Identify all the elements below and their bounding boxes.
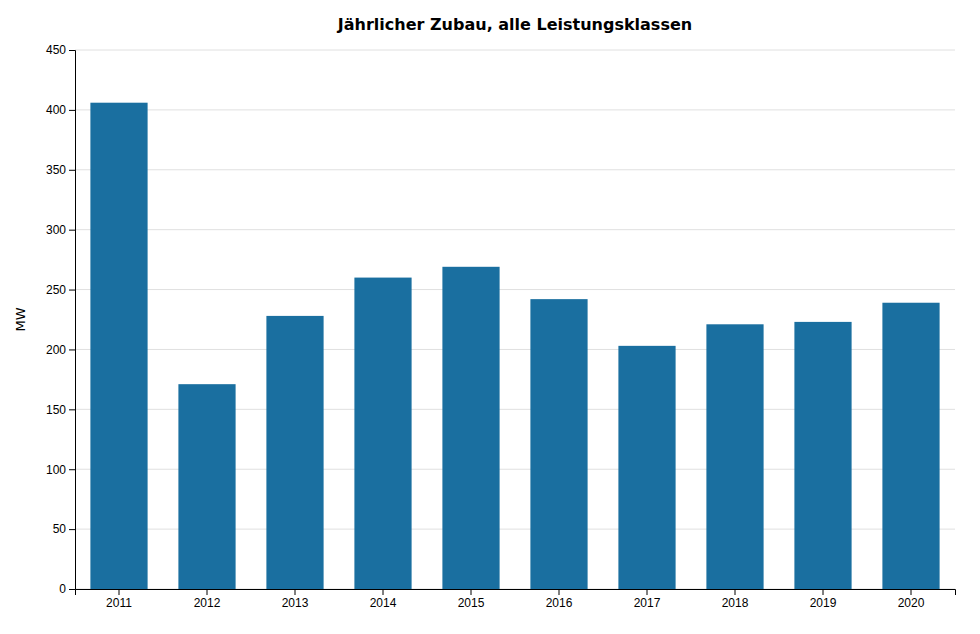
bar — [706, 324, 763, 589]
y-tick: 50 — [53, 522, 75, 536]
grid-line — [75, 169, 955, 170]
y-tick-mark — [69, 290, 75, 291]
x-tick: 2011 — [106, 589, 132, 610]
y-axis-line — [69, 51, 76, 590]
y-tick: 100 — [46, 463, 75, 477]
plot-area — [90, 103, 939, 589]
x-tick-mark — [735, 589, 736, 595]
x-tick: 2015 — [458, 589, 485, 610]
y-tick: 250 — [46, 283, 75, 297]
x-tick-mark — [471, 589, 472, 595]
chart: 2011 2012 2013 2014 2015 2016 2017 2018 2019 2020… — [0, 0, 980, 634]
x-axis-line — [76, 590, 956, 596]
x-tick: 2020 — [898, 589, 925, 610]
y-tick-mark — [69, 529, 75, 530]
bar — [882, 303, 939, 589]
y-tick: 200 — [46, 343, 75, 357]
x-tick-mark — [119, 589, 120, 595]
bar — [178, 384, 235, 589]
y-tick-mark — [69, 409, 75, 410]
y-tick-label: 150 — [46, 403, 66, 417]
y-tick-mark — [69, 589, 75, 590]
x-tick: 2014 — [370, 589, 397, 610]
y-tick: 300 — [46, 223, 75, 237]
bar — [794, 322, 851, 589]
x-tick-mark — [559, 589, 560, 595]
bar — [618, 346, 675, 589]
y-tick-mark — [69, 469, 75, 470]
y-tick-mark — [69, 170, 75, 171]
y-tick-label: 100 — [46, 463, 66, 477]
y-tick-label: 250 — [46, 283, 66, 297]
y-tick-label: 50 — [53, 522, 67, 536]
y-tick: 0 — [59, 582, 75, 596]
y-tick-label: 0 — [59, 582, 66, 596]
y-tick: 400 — [46, 103, 75, 117]
y-tick-label: 200 — [46, 343, 66, 357]
x-tick-label: 2020 — [898, 596, 925, 610]
x-tick-mark — [911, 589, 912, 595]
y-tick-mark — [69, 50, 75, 51]
x-tick: 2013 — [282, 589, 309, 610]
y-tick-mark — [69, 230, 75, 231]
grid-line — [75, 50, 955, 51]
bar — [442, 267, 499, 589]
x-tick: 2016 — [546, 589, 573, 610]
y-tick: 450 — [46, 43, 75, 57]
grid — [75, 50, 955, 589]
y-axis-title: MW — [13, 307, 28, 331]
grid-line — [75, 109, 955, 110]
y-tick-label: 450 — [46, 43, 66, 57]
x-tick-label: 2014 — [370, 596, 397, 610]
x-tick-label: 2012 — [194, 596, 221, 610]
x-axis: 2011 2012 2013 2014 2015 2016 2017 2018 2019 2020 — [76, 589, 956, 610]
grid-line — [75, 289, 955, 290]
x-tick-label: 2017 — [634, 596, 661, 610]
x-tick: 2019 — [810, 589, 837, 610]
y-tick-label: 300 — [46, 223, 66, 237]
grid-line — [75, 229, 955, 230]
y-tick-mark — [69, 349, 75, 350]
x-tick: 2017 — [634, 589, 661, 610]
x-tick-label: 2016 — [546, 596, 573, 610]
x-tick-label: 2018 — [722, 596, 749, 610]
y-tick: 150 — [46, 403, 75, 417]
x-tick-mark — [383, 589, 384, 595]
x-tick: 2012 — [194, 589, 221, 610]
x-tick-label: 2013 — [282, 596, 309, 610]
x-tick-mark — [295, 589, 296, 595]
y-tick: 350 — [46, 163, 75, 177]
title: Jährlicher Zubau, alle Leistungsklassen — [337, 15, 692, 34]
y-tick-label: 350 — [46, 163, 66, 177]
bar — [354, 278, 411, 589]
bar — [530, 299, 587, 589]
x-tick-label: 2019 — [810, 596, 837, 610]
y-tick-mark — [69, 110, 75, 111]
x-tick-label: 2015 — [458, 596, 485, 610]
x-tick-mark — [647, 589, 648, 595]
x-tick: 2018 — [722, 589, 749, 610]
y-axis: 0 50 100 150 200 250 300 350 400 450 — [46, 43, 76, 596]
x-tick-mark — [207, 589, 208, 595]
bar — [266, 316, 323, 589]
x-tick-label: 2011 — [106, 596, 132, 610]
x-tick-mark — [823, 589, 824, 595]
y-tick-label: 400 — [46, 103, 66, 117]
bar — [90, 103, 147, 589]
